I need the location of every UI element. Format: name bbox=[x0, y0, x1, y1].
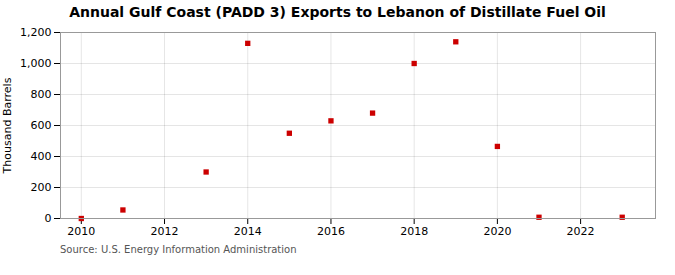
svg-text:1,200: 1,200 bbox=[20, 26, 52, 39]
svg-text:2016: 2016 bbox=[317, 225, 345, 238]
svg-text:400: 400 bbox=[31, 150, 52, 163]
svg-text:2014: 2014 bbox=[234, 225, 262, 238]
svg-text:Thousand Barrels: Thousand Barrels bbox=[1, 77, 14, 174]
svg-text:2020: 2020 bbox=[483, 225, 511, 238]
svg-text:1,000: 1,000 bbox=[20, 57, 52, 70]
svg-text:800: 800 bbox=[31, 88, 52, 101]
svg-text:2018: 2018 bbox=[400, 225, 428, 238]
html-text:Source: U.S. Energy Informatio: Source: U.S. Energy Information Administ… bbox=[60, 244, 297, 255]
svg-text:200: 200 bbox=[31, 181, 52, 194]
svg-text:600: 600 bbox=[31, 119, 52, 132]
svg-text:2012: 2012 bbox=[151, 225, 179, 238]
svg-text:2022: 2022 bbox=[567, 225, 595, 238]
html-text:Annual Gulf Coast (PADD 3) Exp: Annual Gulf Coast (PADD 3) Exports to Le… bbox=[69, 4, 606, 20]
svg-text:0: 0 bbox=[45, 212, 52, 225]
svg-text:2010: 2010 bbox=[67, 225, 95, 238]
